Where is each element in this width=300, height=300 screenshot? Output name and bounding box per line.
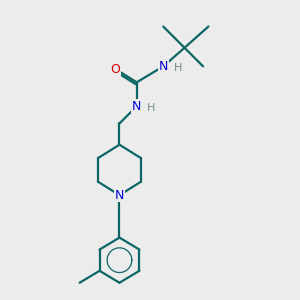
Text: H: H — [147, 103, 155, 112]
Text: N: N — [159, 60, 168, 73]
Text: O: O — [110, 62, 120, 76]
Text: N: N — [115, 189, 124, 202]
Text: N: N — [132, 100, 141, 113]
Text: H: H — [174, 63, 182, 73]
